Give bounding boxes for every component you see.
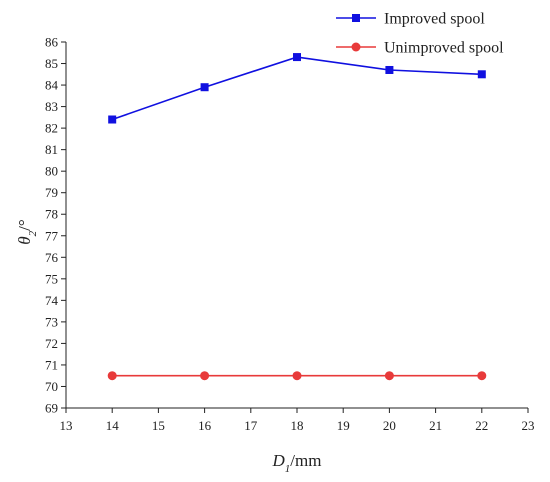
data-point: [477, 371, 487, 381]
y-tick-label: 84: [45, 78, 59, 93]
data-point: [384, 371, 394, 381]
data-point: [107, 371, 117, 381]
ticks: 13 14 15 16 17 18 19 20 21 22 23 69 70 71 72 73 74 75 76 77…: [45, 35, 535, 434]
y-tick-label: 80: [45, 164, 58, 179]
y-tick-label: 76: [45, 250, 59, 265]
y-tick-label: 71: [45, 357, 58, 372]
y-tick-label: 81: [45, 142, 58, 157]
y-tick-label: 70: [45, 379, 58, 394]
series-layer: [107, 53, 487, 381]
y-tick-label: 77: [45, 228, 59, 243]
legend-label: Improved spool: [384, 11, 485, 28]
y-tick-label: 74: [45, 293, 59, 308]
legend-label: Unimproved spool: [384, 40, 504, 57]
y-tick-label: 82: [45, 121, 58, 136]
y-axis-title: θ2/°: [15, 219, 39, 244]
legend-entry: Unimproved spool: [336, 40, 504, 57]
x-tick-label: 20: [383, 418, 396, 433]
y-tick-label: 69: [45, 401, 58, 416]
x-tick-label: 19: [337, 418, 350, 433]
data-point: [293, 53, 301, 62]
x-axis-title: D1/mm: [272, 451, 322, 475]
series-1: [108, 53, 486, 124]
y-tick-label: 83: [45, 99, 58, 114]
data-point: [292, 371, 302, 381]
x-tick-label: 18: [291, 418, 304, 433]
x-tick-label: 23: [522, 418, 535, 433]
x-tick-label: 22: [475, 418, 488, 433]
legend-entry: Improved spool: [336, 11, 485, 28]
y-tick-label: 78: [45, 207, 58, 222]
data-point: [200, 83, 209, 92]
y-tick-label: 73: [45, 314, 58, 329]
y-tick-label: 85: [45, 56, 58, 71]
x-tick-label: 14: [106, 418, 120, 433]
data-point: [200, 371, 210, 381]
data-point: [477, 70, 486, 79]
data-point: [385, 65, 394, 74]
y-tick-label: 86: [45, 35, 59, 50]
legend-marker: [351, 42, 361, 52]
legend: Improved spool Unimproved spool: [336, 11, 504, 57]
x-tick-label: 13: [60, 418, 73, 433]
x-tick-label: 15: [152, 418, 165, 433]
y-tick-label: 75: [45, 271, 58, 286]
y-tick-label: 79: [45, 185, 58, 200]
x-tick-label: 16: [198, 418, 212, 433]
series-line: [111, 56, 482, 121]
series-2: [107, 371, 487, 381]
data-point: [108, 115, 117, 124]
axes: [65, 42, 528, 409]
legend-marker: [352, 14, 360, 22]
x-tick-label: 17: [244, 418, 258, 433]
y-tick-label: 72: [45, 336, 58, 351]
x-tick-label: 21: [429, 418, 442, 433]
